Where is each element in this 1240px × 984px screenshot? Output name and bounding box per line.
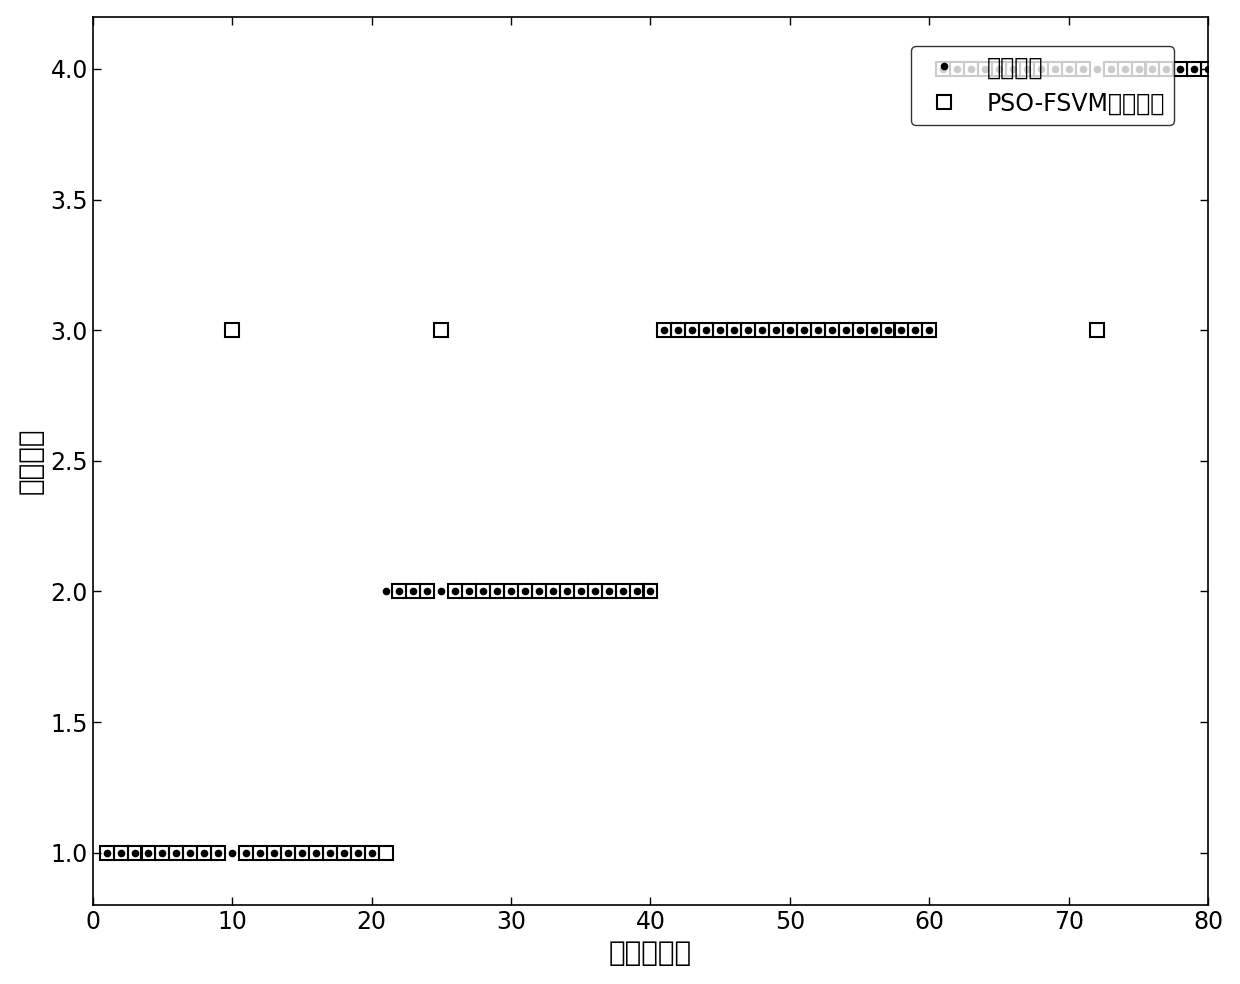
- PSO-FSVM预测分类: [936, 63, 951, 75]
- Line: PSO-FSVM预测分类: PSO-FSVM预测分类: [99, 62, 1215, 860]
- 实际分类: [852, 325, 867, 337]
- PSO-FSVM预测分类: [588, 585, 603, 597]
- PSO-FSVM预测分类: [769, 325, 784, 337]
- PSO-FSVM预测分类: [99, 847, 114, 859]
- 实际分类: [936, 63, 951, 75]
- PSO-FSVM预测分类: [755, 325, 770, 337]
- 实际分类: [769, 325, 784, 337]
- 实际分类: [588, 585, 603, 597]
- 实际分类: [811, 325, 826, 337]
- 实际分类: [1089, 63, 1104, 75]
- Line: 实际分类: 实际分类: [100, 63, 1214, 859]
- PSO-FSVM预测分类: [811, 325, 826, 337]
- Legend: 实际分类, PSO-FSVM预测分类: 实际分类, PSO-FSVM预测分类: [910, 46, 1174, 125]
- PSO-FSVM预测分类: [1200, 63, 1215, 75]
- PSO-FSVM预测分类: [1089, 325, 1104, 337]
- 实际分类: [755, 325, 770, 337]
- PSO-FSVM预测分类: [852, 325, 867, 337]
- 实际分类: [99, 847, 114, 859]
- X-axis label: 测试集样本: 测试集样本: [609, 940, 692, 967]
- 实际分类: [1200, 63, 1215, 75]
- Y-axis label: 类别标签: 类别标签: [16, 427, 45, 494]
